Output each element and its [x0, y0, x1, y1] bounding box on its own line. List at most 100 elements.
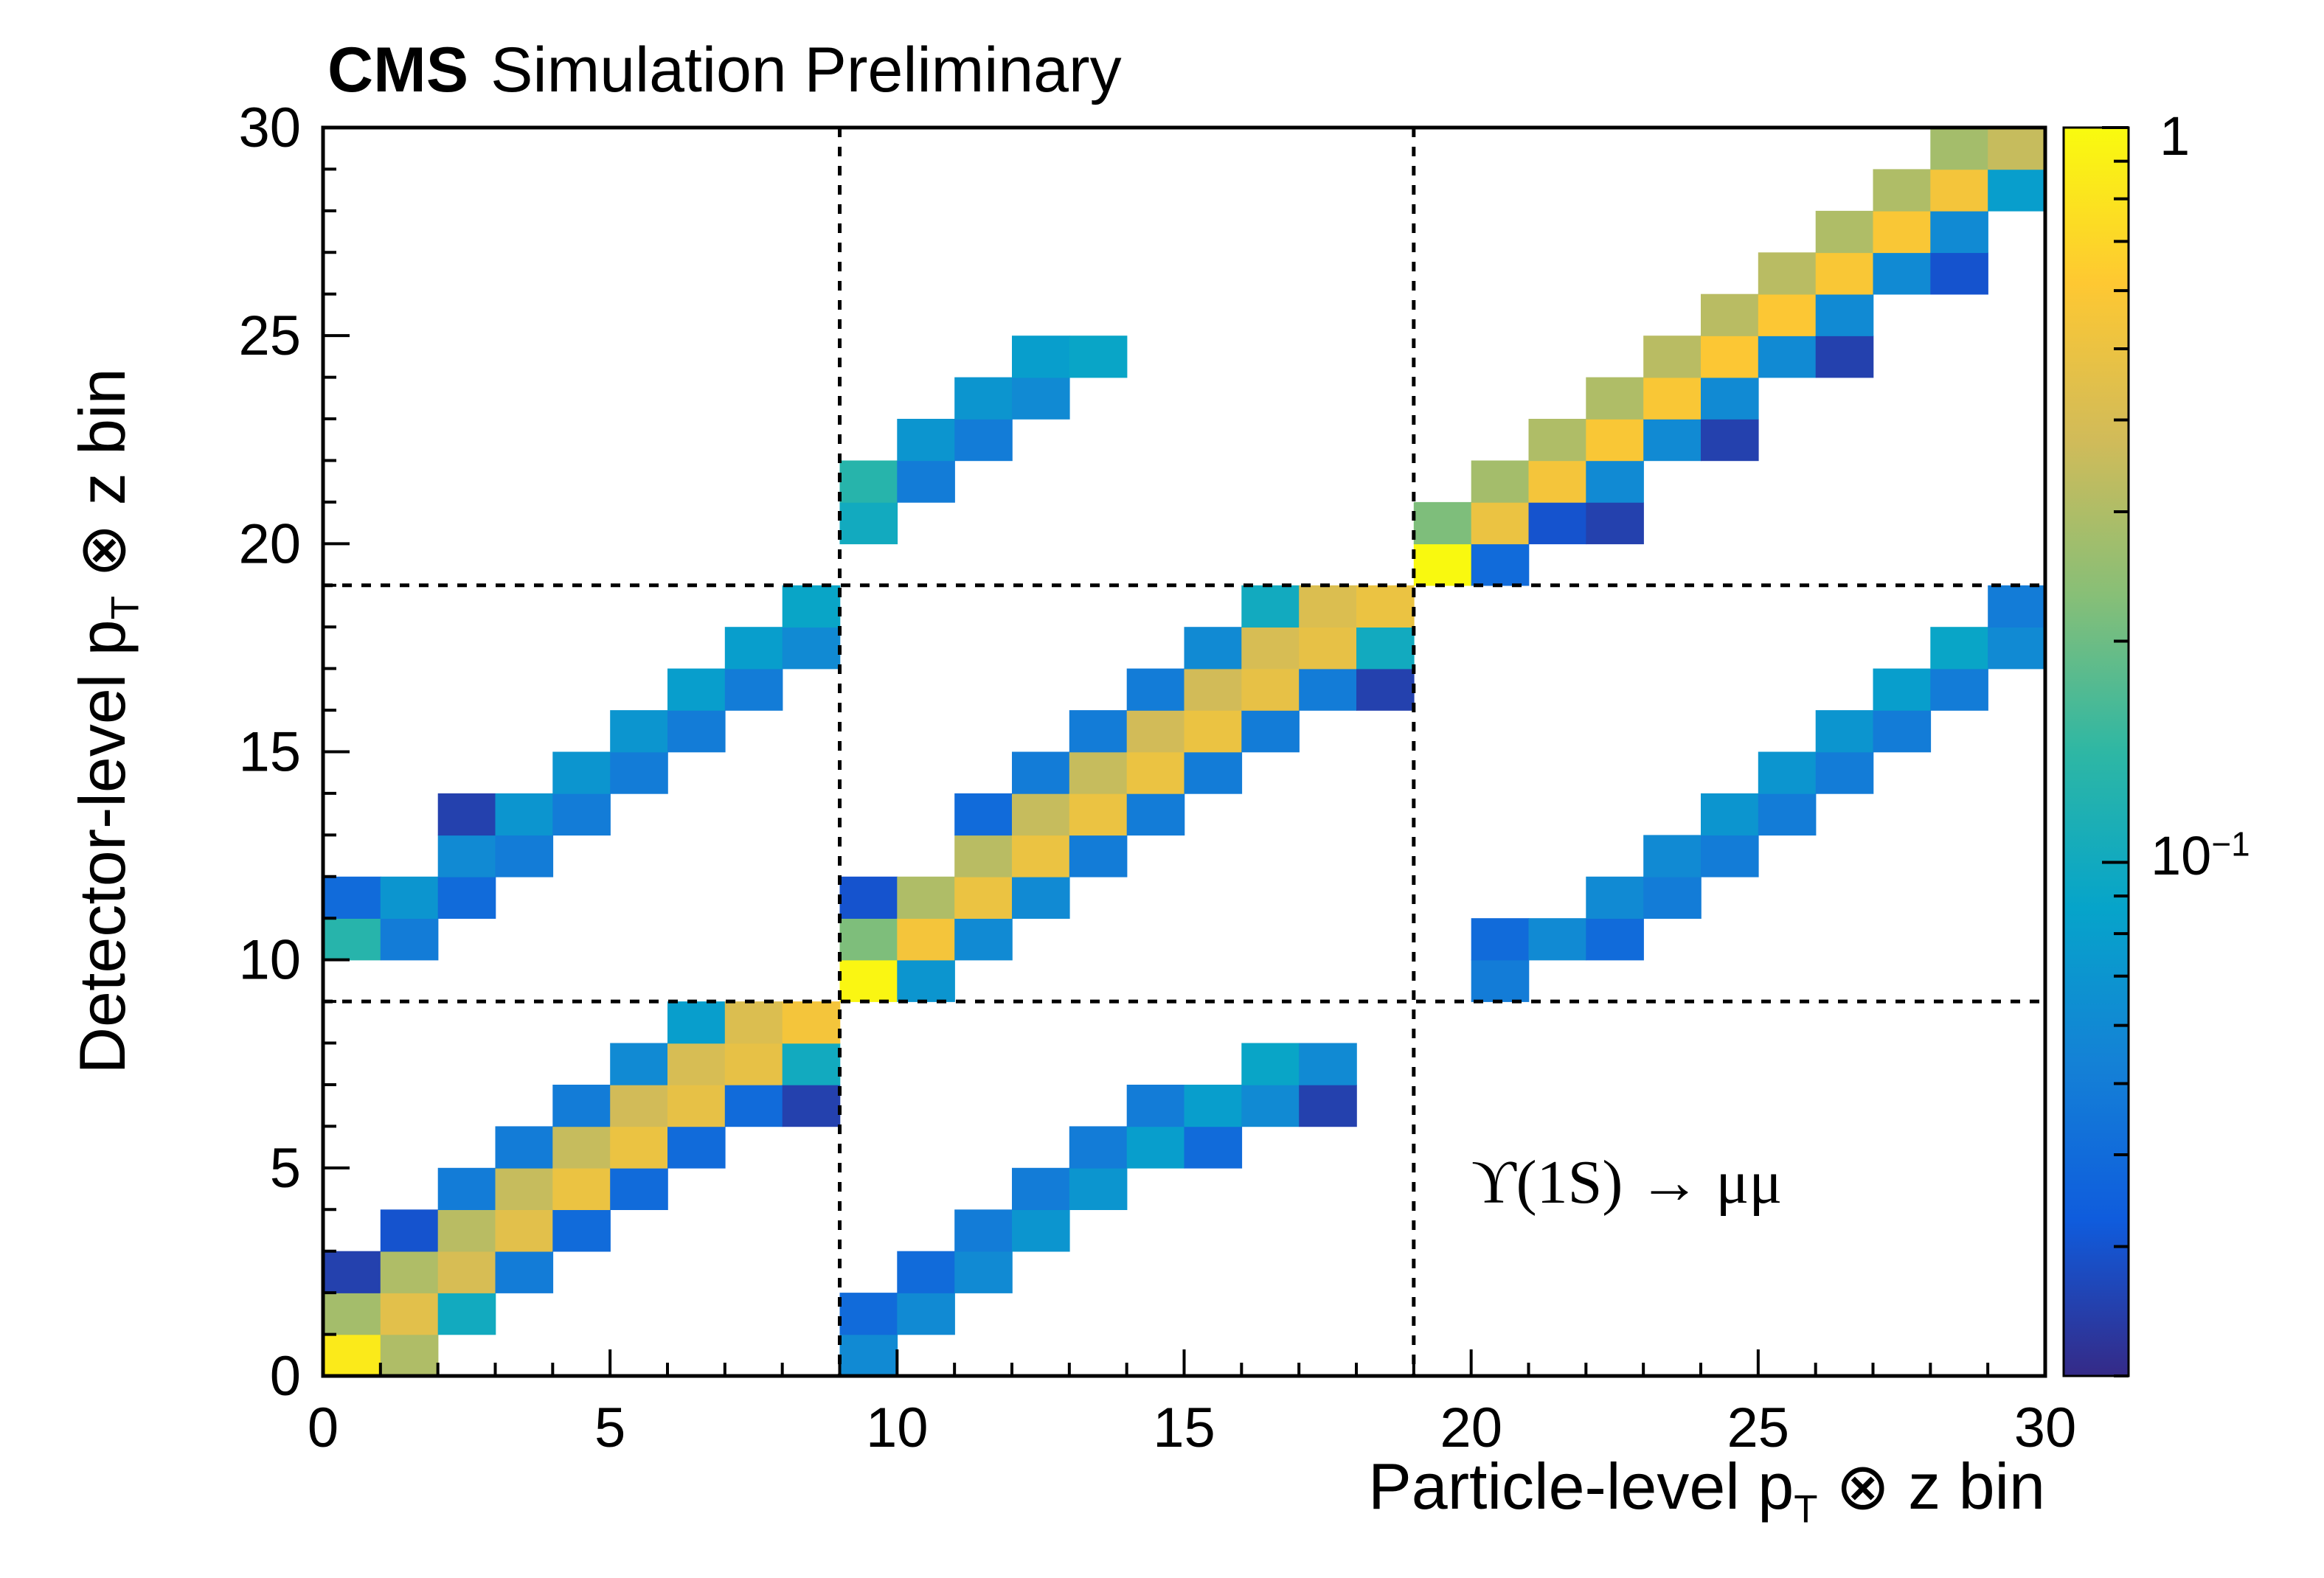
heatmap-cell — [1012, 336, 1070, 378]
heatmap-cell — [1299, 1085, 1357, 1127]
heatmap-cell — [897, 1293, 955, 1335]
heatmap-cell — [1815, 252, 1874, 295]
heatmap-cell — [495, 1251, 554, 1293]
heatmap-cell — [897, 419, 955, 462]
heatmap-cell — [954, 876, 1013, 919]
x-tick-label: 10 — [866, 1397, 929, 1459]
heatmap-cell — [1069, 751, 1128, 794]
heatmap-cell — [610, 751, 668, 794]
heatmap-cell — [667, 1043, 726, 1085]
heatmap-cell — [1126, 710, 1185, 753]
x-axis-title-rest: ⊗ z bin — [1817, 1450, 2045, 1523]
heatmap-cell — [1643, 377, 1702, 420]
heatmap-cell — [1528, 918, 1587, 961]
x-axis-title: Particle-level pT ⊗ z bin — [1368, 1454, 2045, 1529]
heatmap-cell — [552, 751, 611, 794]
colorbar-label-1: 1 — [2160, 105, 2191, 167]
heatmap-cell — [1069, 710, 1128, 753]
heatmap-cell — [897, 1251, 955, 1293]
y-tick-label: 10 — [238, 929, 301, 992]
cms-status-label: Simulation Preliminary — [490, 35, 1122, 105]
heatmap-cell — [1299, 585, 1357, 628]
heatmap-cell — [724, 1001, 783, 1044]
heatmap-cell — [1701, 793, 1759, 836]
heatmap-cell — [897, 460, 955, 503]
y-tick-label: 30 — [238, 97, 301, 159]
heatmap-cell — [1815, 210, 1874, 254]
heatmap-cell — [667, 668, 726, 711]
heatmap-cell — [1988, 627, 2046, 670]
heatmap-cell — [437, 835, 496, 877]
y-axis-title-sub: T — [103, 596, 148, 620]
heatmap-cell — [437, 793, 496, 836]
heatmap-cell — [1241, 1085, 1300, 1127]
heatmap-cell — [954, 1251, 1013, 1293]
x-tick-label: 0 — [308, 1397, 339, 1459]
heatmap-cell — [1643, 419, 1702, 462]
heatmap-cell — [1988, 128, 2046, 170]
y-axis-title: Detector-level pT ⊗ z bin — [66, 168, 148, 1274]
heatmap-cell — [1930, 169, 1988, 212]
heatmap-cell — [552, 793, 611, 836]
heatmap-cell — [1586, 876, 1644, 919]
heatmap-cell — [1643, 835, 1702, 877]
heatmap-cell — [1586, 460, 1644, 503]
heatmap-cell — [380, 1334, 439, 1377]
y-tick-label: 25 — [238, 305, 301, 367]
heatmap-cell — [1012, 876, 1070, 919]
heatmap-cell — [323, 918, 381, 961]
heatmap-cell — [1643, 336, 1702, 378]
heatmap-cell — [1528, 419, 1587, 462]
heatmap-cell — [1701, 336, 1759, 378]
heatmap-cell — [1873, 169, 1932, 212]
heatmap-cell — [552, 1167, 611, 1210]
heatmap-cell — [954, 377, 1013, 420]
heatmap-cell — [1471, 543, 1530, 586]
heatmap-cell — [1012, 377, 1070, 420]
heatmap-cell — [380, 1251, 439, 1293]
heatmap-cell — [954, 793, 1013, 836]
x-tick-label: 30 — [2014, 1397, 2077, 1459]
heatmap-cell — [1356, 668, 1415, 711]
heatmap-cell — [495, 1209, 554, 1252]
heatmap-cell — [1930, 210, 1988, 254]
heatmap-cell — [1069, 1167, 1128, 1210]
heatmap-cell — [1241, 627, 1300, 670]
heatmap-cell — [1758, 793, 1817, 836]
heatmap-cell — [1471, 918, 1530, 961]
heatmap-cell — [437, 1293, 496, 1335]
heatmap-cell — [1988, 169, 2046, 212]
heatmap-cell — [1930, 252, 1988, 295]
heatmap-cell — [1471, 501, 1530, 545]
heatmap-cell — [1471, 959, 1530, 1002]
heatmap-cell — [782, 1001, 841, 1044]
tick-labels-layer: 0 5 10 15 20 25 30 0 5 10 15 20 25 30 — [238, 97, 2076, 1459]
heatmap-cell — [839, 1293, 898, 1335]
heatmap-cells-layer — [323, 128, 2046, 1377]
colorbar — [2062, 126, 2130, 1377]
heatmap-cell — [1184, 668, 1243, 711]
heatmap-cell — [437, 1251, 496, 1293]
x-tick-label: 20 — [1440, 1397, 1502, 1459]
heatmap-cell — [724, 1085, 783, 1127]
heatmap-cell — [1069, 793, 1128, 836]
heatmap-cell — [1126, 751, 1185, 794]
heatmap-cell — [380, 876, 439, 919]
colorbar-label-1e-1-base: 10 — [2151, 825, 2212, 886]
heatmap-cell — [1012, 751, 1070, 794]
heatmap-cell — [897, 959, 955, 1002]
heatmap-cell — [610, 1085, 668, 1127]
heatmap-cell — [552, 1085, 611, 1127]
y-tick-label: 20 — [238, 512, 301, 575]
heatmap-cell — [1299, 668, 1357, 711]
heatmap-cell — [1815, 336, 1874, 378]
heatmap-cell — [552, 1126, 611, 1169]
heatmap-cell — [552, 1209, 611, 1252]
heatmap-cell — [1069, 835, 1128, 877]
heatmap-cell — [610, 710, 668, 753]
heatmap-cell — [1184, 710, 1243, 753]
heatmap-cell — [1241, 1043, 1300, 1085]
heatmap-cell — [380, 918, 439, 961]
heatmap-cell — [1586, 419, 1644, 462]
